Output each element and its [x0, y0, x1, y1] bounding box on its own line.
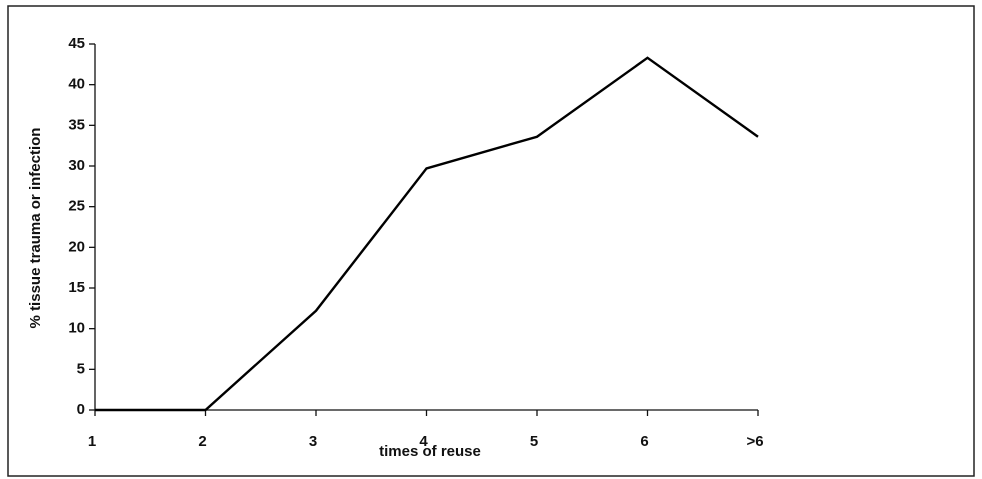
y-tick-label: 10	[68, 320, 85, 337]
data-line	[95, 56, 759, 412]
x-tick-label: 2	[198, 433, 206, 450]
x-tick-label: >6	[746, 433, 763, 450]
y-tick-label: 35	[68, 116, 85, 133]
x-tick-label: 4	[419, 433, 428, 450]
x-axis-title: times of reuse	[379, 443, 481, 460]
chart-frame	[7, 5, 975, 477]
y-tick-label: 15	[68, 279, 85, 296]
x-tick-label: 5	[530, 433, 538, 450]
y-axis-title: % tissue trauma or infection	[27, 128, 44, 329]
y-tick-label: 25	[68, 198, 85, 215]
y-tick-label: 30	[68, 157, 85, 174]
x-tick-label: 1	[88, 433, 96, 450]
y-tick-label: 45	[68, 35, 85, 52]
x-tick-label: 3	[309, 433, 317, 450]
y-tick-label: 5	[77, 360, 85, 377]
y-tick-label: 0	[77, 401, 85, 418]
y-tick-label: 40	[68, 76, 85, 93]
x-tick-label: 6	[640, 433, 648, 450]
y-tick-label: 20	[68, 238, 85, 255]
